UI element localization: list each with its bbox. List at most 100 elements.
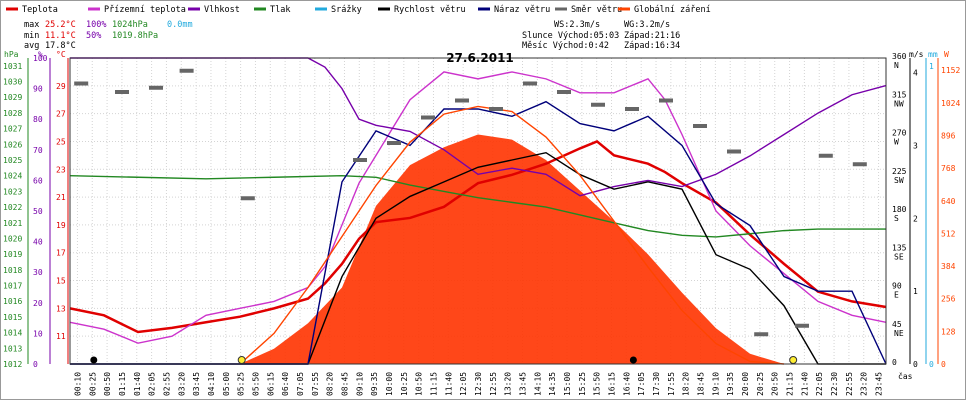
hpa-unit: hPa xyxy=(4,50,19,59)
pct-tick-label: 10 xyxy=(33,329,43,338)
series-line-1 xyxy=(69,71,887,344)
stat-max-rain: 0.0mm xyxy=(167,20,193,30)
time-tick-label: 05:00 xyxy=(222,372,231,396)
pct-tick-label: 80 xyxy=(33,115,43,124)
legend-label-0: Teplota xyxy=(22,5,58,15)
stat-mesic: Měsíc Východ:0:42 xyxy=(522,41,609,51)
dir-tick-label: 0 xyxy=(892,358,897,367)
time-axis: 00:10 00:25 00:50 01:15 01:40 02:05 02:55 03:20… xyxy=(73,372,883,396)
wind-direction-mark xyxy=(115,90,129,94)
wind-direction-mark xyxy=(421,115,435,120)
ms-unit: m/s xyxy=(909,50,924,59)
dir-tick-label: 45 xyxy=(892,320,902,329)
wind-direction-mark xyxy=(557,90,571,94)
time-tick-label: 17:55 xyxy=(667,372,676,396)
wind-direction-mark xyxy=(795,323,809,328)
pct-tick-label: 70 xyxy=(33,146,43,155)
time-tick-label: 01:15 xyxy=(118,372,127,396)
stat-min-hum: 50% xyxy=(86,31,101,41)
legend-label-4: Srážky xyxy=(331,5,362,15)
legend-label-6: Náraz větru xyxy=(494,5,550,15)
dir-letter: N xyxy=(894,61,899,70)
left-axes: 1031103010291028102710261025102410231022… xyxy=(3,54,69,369)
stat-max-label: max xyxy=(24,20,39,30)
w-tick-label: 896 xyxy=(941,132,956,141)
hpa-tick-label: 1015 xyxy=(3,313,22,322)
time-tick-label: 17:05 xyxy=(637,372,646,396)
time-tick-label: 19:35 xyxy=(726,372,735,396)
legend: Teplota Přízemní teplota Vlhkost Tlak Srážky… xyxy=(6,5,711,15)
dir-letter: SW xyxy=(894,176,904,185)
time-tick-label: 07:55 xyxy=(311,372,320,396)
dir-tick-label: 90 xyxy=(892,282,902,291)
stat-avg-label: avg xyxy=(24,41,39,51)
stat-wg: WG:3.2m/s xyxy=(624,20,670,30)
time-tick-label: 16:15 xyxy=(608,372,617,396)
hpa-tick-label: 1029 xyxy=(3,93,22,102)
stat-slunce-zapad: Západ:21:16 xyxy=(624,31,680,41)
pct-tick-label: 50 xyxy=(33,207,43,216)
hpa-tick-label: 1022 xyxy=(3,203,22,212)
time-tick-label: 12:55 xyxy=(489,372,498,396)
wind-direction-mark xyxy=(353,158,367,162)
dir-letter: E xyxy=(894,291,899,300)
time-tick-label: 12:30 xyxy=(474,372,483,396)
right-axes: 36031527022518013590450NNWWSWSSEENE43210… xyxy=(892,52,960,369)
wind-direction-mark xyxy=(591,102,605,107)
time-tick-label: 09:35 xyxy=(370,372,379,396)
sunrise-icon xyxy=(237,356,246,364)
pct-tick-label: 30 xyxy=(33,268,43,277)
wind-direction-mark xyxy=(852,162,867,167)
time-tick-label: 20:50 xyxy=(771,372,780,396)
stat-mesic-zapad: Západ:16:34 xyxy=(624,41,680,51)
hpa-tick-label: 1013 xyxy=(3,344,22,353)
ms-tick-label: 4 xyxy=(913,69,918,78)
ms-tick-label: 1 xyxy=(913,287,918,296)
dir-tick-label: 315 xyxy=(892,90,907,99)
wind-direction-mark xyxy=(179,68,194,73)
series-line-3 xyxy=(69,174,886,238)
c-tick-label: 15 xyxy=(56,277,66,286)
hpa-tick-label: 1012 xyxy=(3,360,22,369)
c-tick-label: 25 xyxy=(56,137,66,146)
w-tick-label: 1152 xyxy=(941,66,960,75)
stat-avg-temp: 17.8°C xyxy=(45,41,76,51)
time-tick-label: 20:00 xyxy=(741,372,750,396)
time-tick-label: 05:50 xyxy=(251,372,260,396)
wind-direction-mark xyxy=(727,149,741,154)
hpa-tick-label: 1025 xyxy=(3,156,22,165)
time-tick-label: 10:00 xyxy=(385,372,394,396)
dir-letter: NW xyxy=(894,99,904,108)
stat-min-temp: 11.1°C xyxy=(45,31,76,41)
time-tick-label: 18:20 xyxy=(682,372,691,396)
c-tick-label: 19 xyxy=(56,221,66,230)
mm-unit: mm xyxy=(928,50,938,59)
c-tick-label: 29 xyxy=(56,82,66,91)
time-tick-label: 06:15 xyxy=(266,372,275,396)
time-tick-label: 06:40 xyxy=(281,372,290,396)
wind-direction-mark xyxy=(523,81,537,86)
hpa-tick-label: 1027 xyxy=(3,125,22,134)
w-tick-label: 128 xyxy=(941,327,956,336)
dir-tick-label: 360 xyxy=(892,52,907,61)
wind-direction-mark xyxy=(74,81,89,86)
c-unit: °C xyxy=(56,50,66,59)
mm-tick-label: 1 xyxy=(929,62,934,71)
wind-direction-mark xyxy=(489,107,503,111)
dir-tick-label: 270 xyxy=(892,129,907,138)
hpa-tick-label: 1028 xyxy=(3,109,22,118)
hpa-tick-label: 1018 xyxy=(3,266,22,275)
time-tick-label: 21:15 xyxy=(786,372,795,396)
time-tick-label: 15:50 xyxy=(593,372,602,396)
time-tick-label: 11:40 xyxy=(444,372,453,396)
time-tick-label: 08:20 xyxy=(326,372,335,396)
moonset-icon xyxy=(629,356,637,364)
hpa-tick-label: 1019 xyxy=(3,250,22,259)
stat-min-press: 1019.8hPa xyxy=(112,31,158,41)
time-tick-label: 03:20 xyxy=(177,372,186,396)
chart-title: 27.6.2011 xyxy=(446,51,514,65)
time-tick-label: 22:30 xyxy=(830,372,839,396)
w-tick-label: 640 xyxy=(941,197,956,206)
mm-tick-label: 0 xyxy=(929,360,934,369)
